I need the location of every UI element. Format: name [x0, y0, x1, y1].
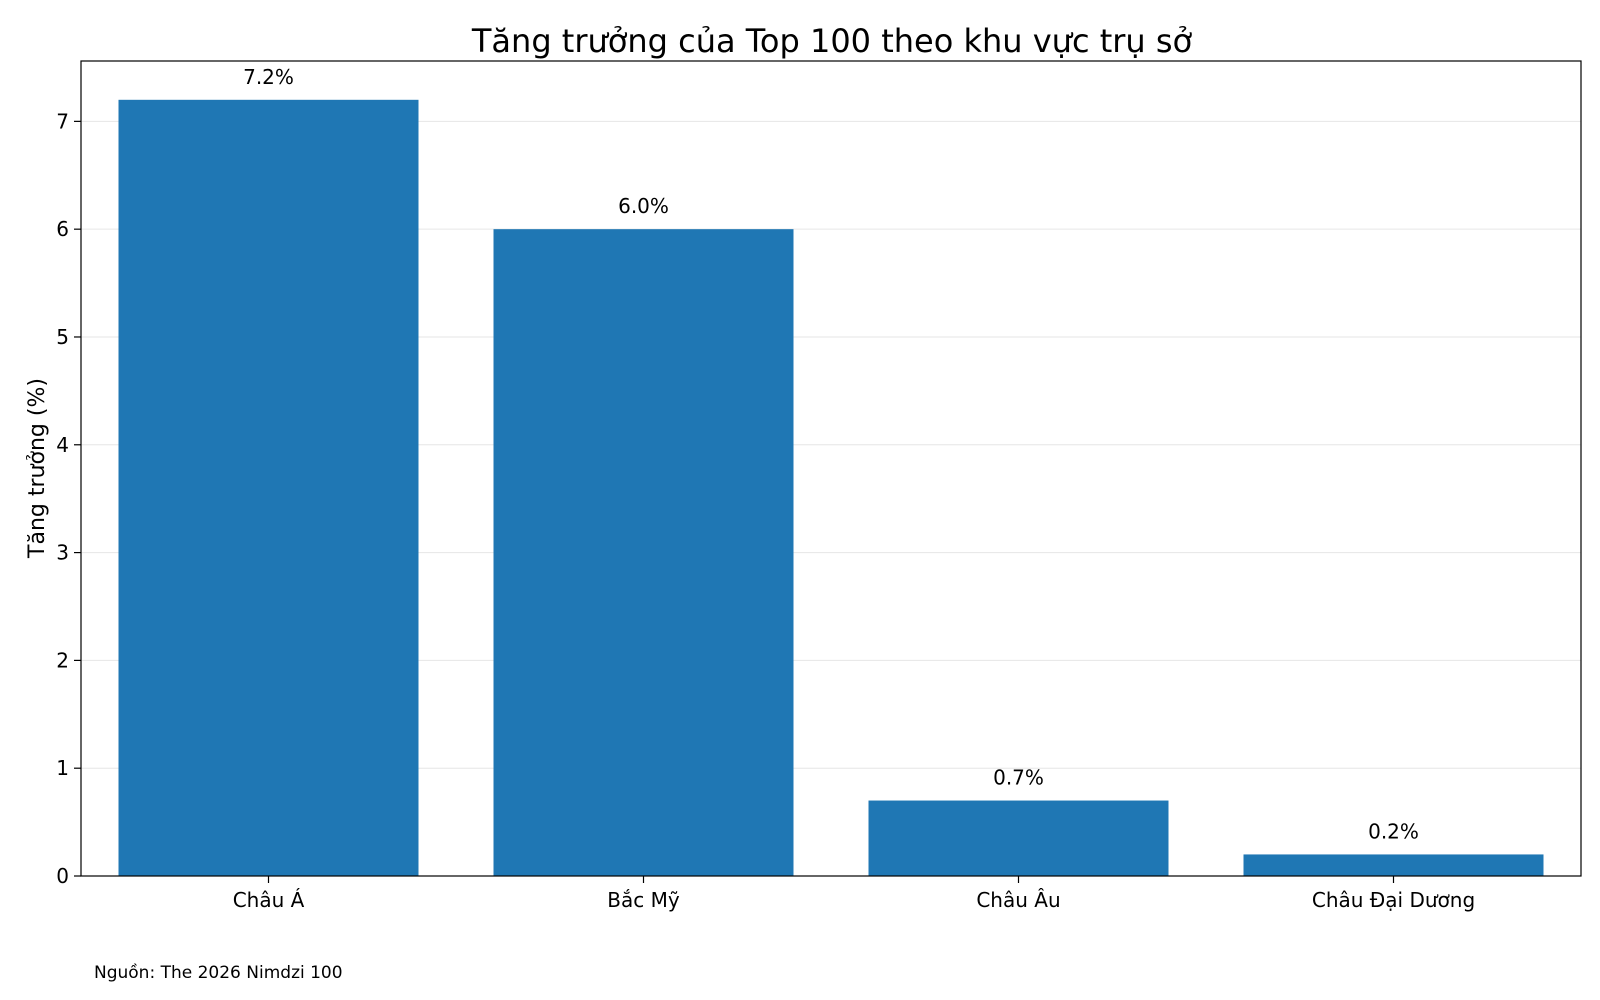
- x-tick-label: Châu Đại Dương: [1312, 888, 1475, 912]
- data-labels-group: 7.2% 6.0% 0.7% 0.2%: [243, 65, 1419, 844]
- bar-value-label: 0.2%: [1368, 819, 1419, 843]
- y-tick-label: 4: [56, 433, 69, 457]
- bar-value-label: 7.2%: [243, 65, 294, 89]
- x-tick-label: Châu Á: [233, 888, 305, 912]
- y-tick-label: 3: [56, 541, 69, 565]
- y-tick-label: 2: [56, 648, 69, 672]
- bar: [1243, 854, 1544, 876]
- chart-title: Tăng trưởng của Top 100 theo khu vực trụ…: [471, 22, 1193, 60]
- bar: [118, 99, 419, 877]
- x-axis-ticks: Châu Á Bắc Mỹ Châu Âu Châu Đại Dương: [233, 876, 1475, 912]
- y-tick-label: 0: [56, 864, 69, 888]
- source-note: Nguồn: The 2026 Nimdzi 100: [94, 963, 343, 983]
- y-tick-label: 6: [56, 217, 69, 241]
- bar: [868, 800, 1169, 876]
- bar-value-label: 0.7%: [993, 766, 1044, 790]
- y-tick-label: 7: [56, 109, 69, 133]
- x-tick-label: Châu Âu: [976, 888, 1060, 912]
- y-tick-label: 1: [56, 756, 69, 780]
- bar-value-label: 6.0%: [618, 194, 669, 218]
- y-axis-ticks: 0 1 2 3 4 5 6 7: [56, 109, 81, 888]
- bars-group: [118, 99, 1544, 877]
- bar: [493, 229, 794, 876]
- y-axis-label: Tăng trưởng (%): [25, 378, 50, 559]
- x-tick-label: Bắc Mỹ: [607, 888, 680, 912]
- plot-frame: [80, 60, 1582, 877]
- y-tick-label: 5: [56, 325, 69, 349]
